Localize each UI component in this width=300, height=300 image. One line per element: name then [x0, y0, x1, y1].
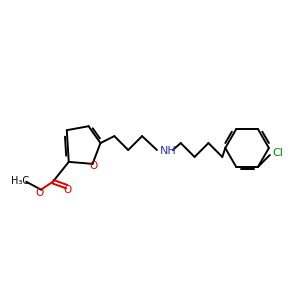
- Text: O: O: [64, 184, 72, 195]
- Text: Cl: Cl: [273, 148, 284, 158]
- Text: H₃C: H₃C: [11, 176, 29, 186]
- Text: NH: NH: [160, 146, 177, 156]
- Text: O: O: [89, 161, 98, 171]
- Text: O: O: [35, 188, 43, 198]
